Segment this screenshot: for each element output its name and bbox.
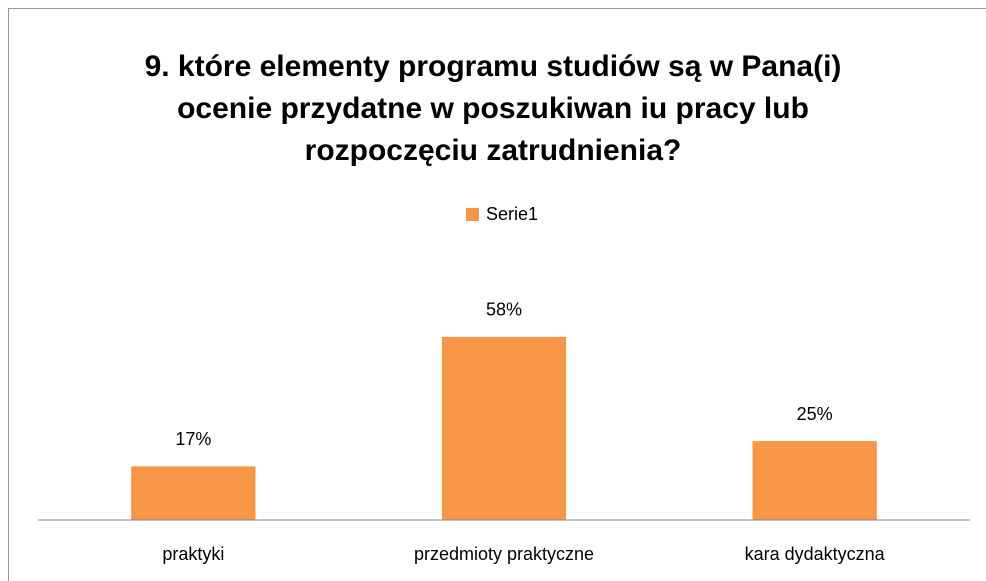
x-tick-label: przedmioty praktyczne — [414, 544, 594, 564]
x-tick-label: kara dydaktyczna — [745, 544, 886, 564]
value-label: 58% — [486, 300, 522, 320]
bar — [131, 466, 256, 520]
legend-swatch — [466, 208, 479, 221]
chart-title: rozpoczęciu zatrudnienia? — [305, 134, 682, 167]
bar — [441, 336, 567, 520]
value-label: 25% — [797, 404, 833, 424]
legend-label: Serie1 — [486, 204, 538, 224]
chart-frame — [8, 8, 986, 581]
chart-title: ocenie przydatne w poszukiwan iu pracy l… — [177, 92, 809, 125]
x-tick-label: praktyki — [162, 544, 224, 564]
value-label: 17% — [175, 429, 211, 449]
bar — [752, 441, 877, 520]
chart-title: 9. które elementy programu studiów są w … — [145, 50, 842, 83]
